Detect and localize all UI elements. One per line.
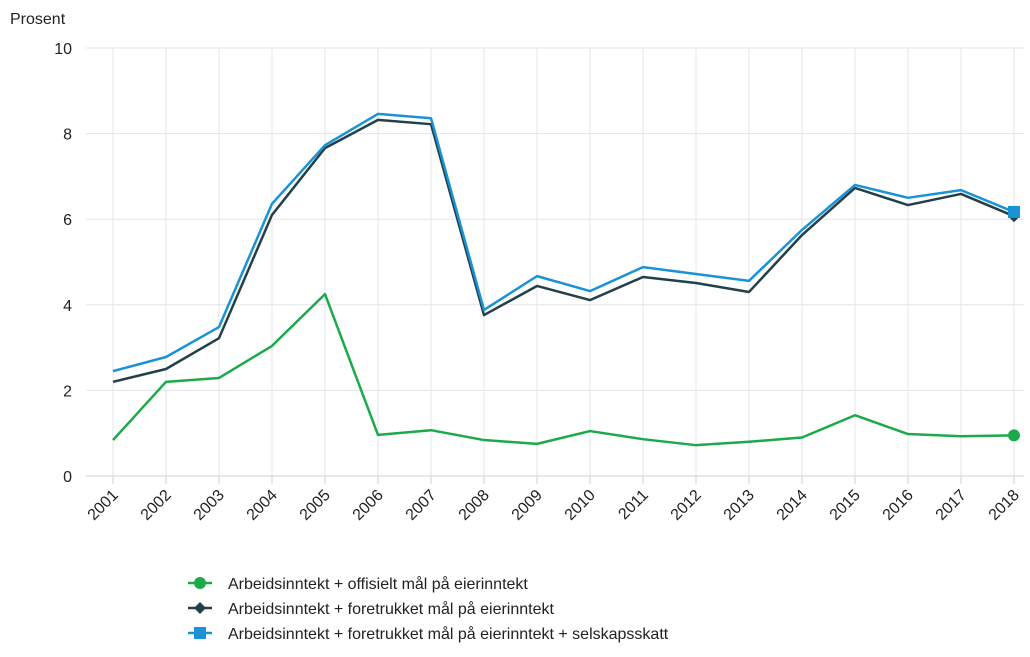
x-tick-label: 2007 [403, 487, 440, 524]
x-tick-label: 2010 [562, 487, 599, 524]
x-tick-label: 2011 [615, 487, 651, 523]
x-tick-label: 2003 [191, 487, 228, 524]
x-tick-label: 2017 [933, 487, 970, 524]
marker [194, 627, 206, 639]
y-tick-label: 2 [63, 383, 72, 400]
series-line [112, 118, 1015, 384]
x-tick-label: 2005 [297, 487, 334, 524]
y-tick-label: 0 [63, 469, 72, 486]
y-axis-label: Prosent [10, 11, 66, 28]
x-tick-label: 2008 [456, 487, 493, 524]
y-tick-label: 10 [54, 41, 72, 58]
marker [1008, 205, 1020, 218]
x-tick-label: 2014 [774, 487, 811, 524]
legend-label: Arbeidsinntekt + offisielt mål på eierin… [228, 575, 528, 593]
x-tick-label: 2004 [244, 487, 281, 524]
y-tick-label: 8 [63, 127, 72, 144]
marker [194, 602, 206, 614]
x-tick-label: 2001 [85, 487, 122, 524]
y-tick-label: 6 [63, 212, 72, 229]
x-tick-label: 2018 [986, 487, 1023, 524]
marker [1008, 429, 1020, 442]
series-line [112, 112, 1015, 373]
x-tick-label: 2016 [880, 487, 917, 524]
x-tick-label: 2013 [721, 487, 758, 524]
series-line [112, 292, 1015, 447]
x-tick-label: 2015 [827, 487, 864, 524]
legend-label: Arbeidsinntekt + foretrukket mål på eier… [228, 625, 669, 643]
marker [194, 577, 206, 589]
x-tick-label: 2009 [509, 487, 546, 524]
legend-label: Arbeidsinntekt + foretrukket mål på eier… [228, 600, 555, 618]
x-tick-label: 2002 [138, 487, 175, 524]
x-tick-label: 2006 [350, 487, 387, 524]
x-tick-label: 2012 [668, 487, 705, 524]
y-tick-label: 4 [63, 298, 72, 315]
